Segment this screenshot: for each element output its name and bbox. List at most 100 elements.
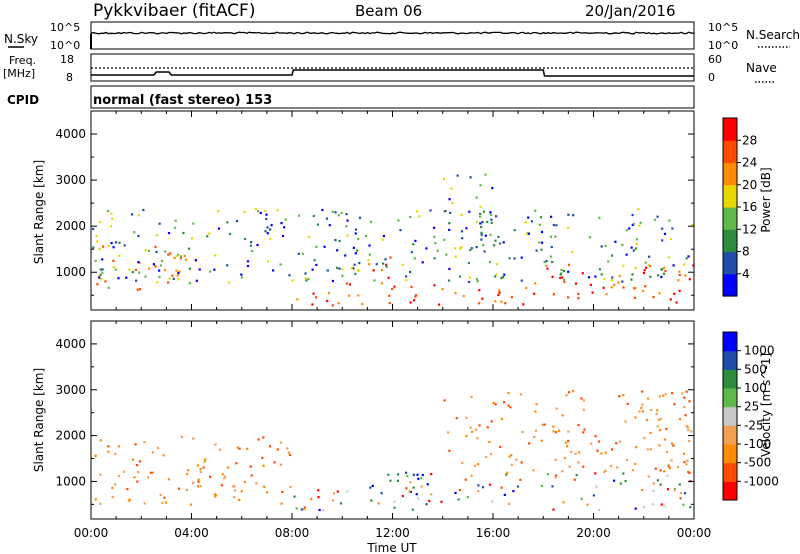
echo-point xyxy=(475,246,478,249)
echo-point xyxy=(281,490,284,493)
echo-point xyxy=(280,502,283,505)
echo-point xyxy=(645,418,648,422)
cpid-value: normal (fast stereo) 153 xyxy=(93,93,272,108)
echo-point xyxy=(133,231,136,234)
echo-point xyxy=(399,229,402,232)
echo-point xyxy=(317,489,320,492)
echo-point xyxy=(490,218,493,221)
echo-point xyxy=(315,263,318,266)
echo-point xyxy=(128,499,131,502)
echo-point xyxy=(147,249,150,252)
echo-point xyxy=(567,430,570,433)
x-tick-label: 00:00 xyxy=(677,526,712,540)
echo-point xyxy=(641,403,644,406)
echo-point xyxy=(503,493,506,496)
echo-point xyxy=(152,263,155,266)
echo-point xyxy=(412,486,415,489)
echo-point xyxy=(433,226,436,229)
x-tick-label: 12:00 xyxy=(375,526,410,540)
echo-point xyxy=(194,259,197,262)
echo-point xyxy=(622,472,625,475)
echo-point xyxy=(436,249,439,252)
echo-point xyxy=(173,226,177,229)
echo-point xyxy=(250,241,253,244)
echo-point xyxy=(477,463,480,466)
echo-point xyxy=(346,490,349,493)
echo-point xyxy=(596,449,599,452)
echo-point xyxy=(136,464,139,467)
echo-point xyxy=(658,395,661,398)
echo-point xyxy=(582,465,585,468)
echo-point xyxy=(236,446,239,449)
colorbar-band xyxy=(723,388,737,408)
freq-tick-top: 18 xyxy=(60,53,74,66)
echo-point xyxy=(639,221,642,224)
echo-point xyxy=(311,268,314,271)
echo-point xyxy=(111,217,114,220)
echo-point xyxy=(372,269,375,272)
echo-point xyxy=(318,508,321,512)
echo-point xyxy=(682,452,686,455)
echo-point xyxy=(486,220,489,224)
echo-point xyxy=(179,255,183,258)
echo-point xyxy=(577,297,580,300)
echo-point xyxy=(621,280,624,283)
echo-point xyxy=(445,253,448,256)
echo-point xyxy=(583,428,586,431)
echo-point xyxy=(110,225,113,228)
echo-point xyxy=(331,279,334,283)
power-y-axis: 1000 2000 3000 4000 xyxy=(55,127,694,296)
echo-point xyxy=(495,215,498,218)
echo-point xyxy=(646,397,650,400)
echo-point xyxy=(144,275,147,278)
echo-point xyxy=(505,473,508,476)
echo-point xyxy=(370,220,373,224)
echo-point xyxy=(149,471,153,474)
echo-point xyxy=(508,455,511,458)
echo-point xyxy=(168,277,171,280)
echo-point xyxy=(604,469,607,472)
echo-point xyxy=(240,276,244,279)
echo-point xyxy=(203,460,206,463)
echo-point xyxy=(125,276,128,279)
echo-point xyxy=(490,420,493,423)
echo-point xyxy=(331,210,334,213)
echo-point xyxy=(188,247,191,250)
echo-point xyxy=(272,269,275,272)
echo-point xyxy=(385,263,388,266)
echo-point xyxy=(406,475,409,478)
echo-point xyxy=(138,460,142,463)
freq-tick-bottom: 8 xyxy=(66,71,73,84)
echo-point xyxy=(157,446,160,449)
echo-point xyxy=(443,238,446,241)
echo-point xyxy=(337,302,340,305)
echo-point xyxy=(578,451,581,454)
echo-point xyxy=(307,278,310,281)
echo-point xyxy=(634,287,637,290)
echo-point xyxy=(350,267,353,270)
echo-point xyxy=(672,444,675,447)
echo-point xyxy=(661,239,664,242)
echo-point xyxy=(171,274,174,277)
echo-point xyxy=(307,235,311,239)
echo-point xyxy=(385,265,388,268)
echo-point xyxy=(214,495,217,498)
echo-point xyxy=(478,302,481,305)
colorbar-tick-label: 8 xyxy=(742,245,750,259)
echo-point xyxy=(477,490,480,493)
echo-point xyxy=(265,217,268,221)
echo-point xyxy=(561,414,564,417)
echo-point xyxy=(227,466,230,469)
echo-point xyxy=(625,229,628,232)
echo-point xyxy=(92,227,95,231)
echo-point xyxy=(530,220,534,223)
echo-point xyxy=(642,506,646,509)
echo-point xyxy=(158,269,161,272)
echo-point xyxy=(137,214,140,217)
echo-point xyxy=(567,296,570,299)
echo-point xyxy=(622,394,625,397)
echo-point xyxy=(673,487,676,490)
nave-trace xyxy=(91,69,694,77)
echo-point xyxy=(358,269,361,272)
